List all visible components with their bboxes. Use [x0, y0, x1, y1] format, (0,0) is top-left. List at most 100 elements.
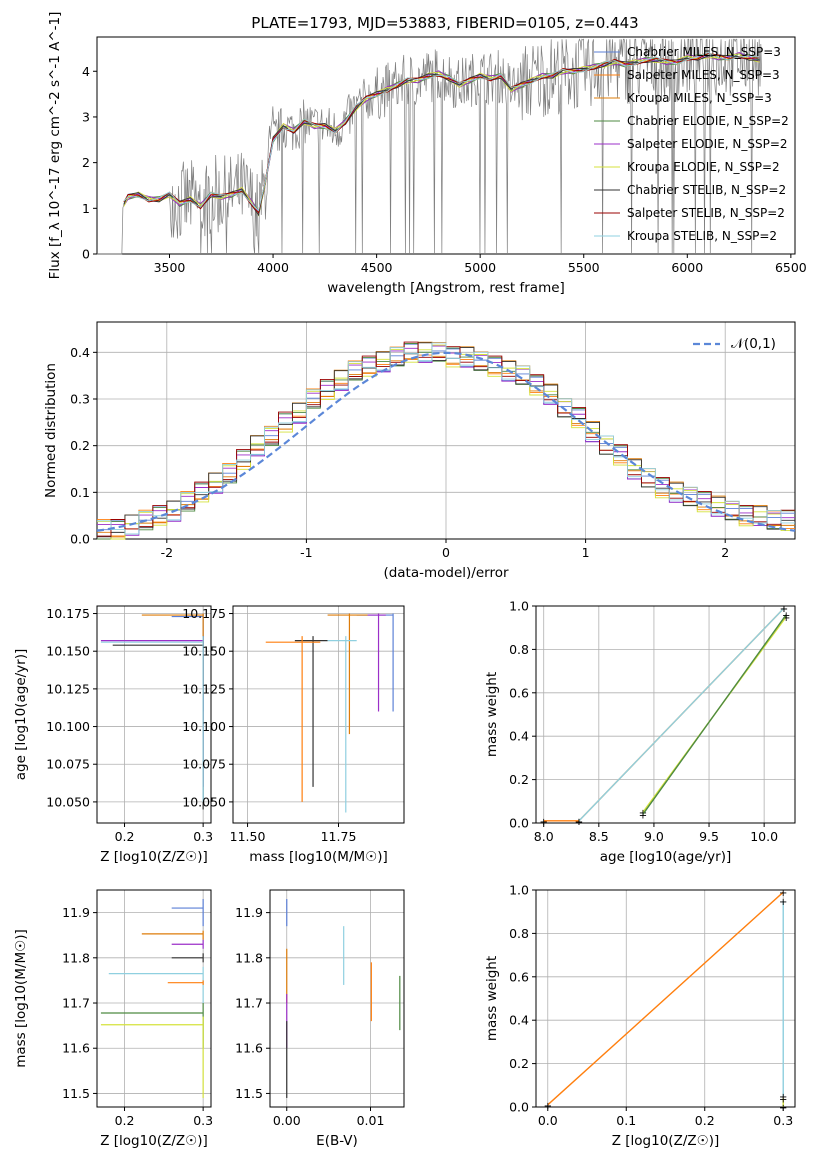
x-tick-label: 9.0 — [644, 829, 664, 844]
y-tick-label: 11.6 — [235, 1041, 263, 1056]
cumulative-weight-marker: + — [575, 817, 583, 828]
cumulative-weight-marker: + — [575, 817, 583, 828]
x-tick-label: 6500 — [775, 260, 807, 275]
y-axis-label: mass weight — [484, 672, 500, 757]
cumulative-weight-marker: + — [779, 1103, 787, 1114]
y-tick-label: 0.4 — [509, 1013, 529, 1028]
plot-frame — [96, 605, 212, 824]
y-tick-label: 0.0 — [509, 1100, 529, 1115]
y-tick-label: 11.9 — [235, 905, 263, 920]
residual-histogram-panel: -2 -1 0 1 2 0.0 0.1 0.2 0.3 0.4 (data-model)/error… — [43, 321, 796, 581]
x-tick-label: 0.2 — [695, 1113, 715, 1128]
mass-weight-vs-metallicity-panel: 0.0 0.1 0.2 0.3 0.0 0.2 0.4 0.6 0.8 1.0 Z [log10(Z… — [484, 883, 796, 1149]
x-tick-label: 6000 — [671, 260, 703, 275]
mass-vs-metallicity-panel: 0.2 0.3 11.5 11.6 11.7 11.8 11.9 Z [log10(Z/Z☉)… — [13, 889, 213, 1149]
plot-frame — [535, 889, 796, 1108]
y-axis-label: age [log10(age/yr)] — [13, 649, 29, 781]
y-tick-label: 1.0 — [509, 883, 529, 898]
legend-label: Kroupa MILES, N_SSP=3 — [627, 91, 772, 105]
x-tick-label: 5500 — [568, 260, 600, 275]
legend-label: 𝒩(0,1) — [731, 336, 776, 352]
mass-weight-vs-age-panel: 8.0 8.5 9.0 9.5 10.0 0.0 0.2 0.4 0.6 0.8 1.0 age [l… — [484, 599, 796, 865]
y-tick-label: 0.0 — [509, 816, 529, 831]
x-axis-label: Z [log10(Z/Z☉)] — [612, 1133, 720, 1149]
x-tick-label: 1 — [582, 545, 590, 560]
x-tick-label: 5000 — [464, 260, 496, 275]
cumulative-weight-line — [547, 891, 784, 1106]
cumulative-weight-line — [543, 607, 785, 822]
age-vs-metallicity-panel: 0.2 0.3 10.050 10.075 10.100 10.125 10.150 10.1… — [13, 605, 213, 865]
x-tick-label: 0.0 — [538, 1113, 558, 1128]
x-tick-label: 0.01 — [357, 1113, 385, 1128]
y-tick-label: 11.9 — [62, 905, 90, 920]
y-tick-label: 10.175 — [182, 606, 226, 621]
x-axis-label: mass [log10(M/M☉)] — [249, 849, 388, 865]
age-vs-mass-panel: 11.50 11.75 10.050 10.075 10.100 10.125 10.150… — [182, 605, 405, 865]
y-tick-label: 0.1 — [70, 485, 90, 500]
legend-label: Kroupa ELODIE, N_SSP=2 — [627, 160, 780, 174]
cumulative-weight-marker: + — [779, 888, 787, 899]
y-tick-label: 4 — [82, 64, 90, 79]
plot-frame — [269, 889, 405, 1108]
y-tick-label: 1 — [82, 201, 90, 216]
y-tick-label: 10.050 — [182, 794, 226, 809]
legend-label: Chabrier STELIB, N_SSP=2 — [627, 183, 786, 197]
x-tick-label: 10.0 — [750, 829, 778, 844]
x-tick-label: 11.75 — [321, 829, 357, 844]
cumulative-weight-marker: + — [779, 1094, 787, 1105]
plot-frame — [96, 36, 796, 255]
y-axis-label: mass weight — [484, 956, 500, 1041]
x-tick-label: 0.1 — [616, 1113, 636, 1128]
plot-frame — [232, 605, 405, 824]
x-tick-label: 3500 — [154, 260, 186, 275]
model-spectrum-line — [123, 53, 760, 214]
x-tick-label: 4000 — [257, 260, 289, 275]
x-tick-label: 8.5 — [589, 829, 609, 844]
y-tick-label: 3 — [82, 109, 90, 124]
x-tick-label: 8.0 — [534, 829, 554, 844]
cumulative-weight-marker: + — [540, 817, 548, 828]
cumulative-weight-marker: + — [544, 1101, 552, 1112]
y-tick-label: 10.100 — [182, 719, 226, 734]
x-axis-label: Z [log10(Z/Z☉)] — [100, 849, 208, 865]
x-tick-label: 0.3 — [193, 829, 213, 844]
x-axis-label: age [log10(age/yr)] — [600, 849, 732, 865]
cumulative-weight-marker: + — [779, 1092, 787, 1103]
y-tick-label: 11.8 — [235, 950, 263, 965]
y-tick-label: 0.8 — [509, 642, 529, 657]
y-tick-label: 11.7 — [62, 996, 90, 1011]
cumulative-weight-line — [642, 614, 787, 815]
y-tick-label: 10.150 — [46, 644, 90, 659]
y-tick-label: 10.125 — [182, 681, 226, 696]
x-tick-label: -2 — [161, 545, 173, 560]
histogram-step-series — [97, 342, 795, 538]
x-tick-label: 0.3 — [773, 1113, 793, 1128]
y-tick-label: 0.2 — [70, 438, 90, 453]
x-tick-label: 11.50 — [230, 829, 266, 844]
y-tick-label: 11.5 — [62, 1086, 90, 1101]
legend-label: Chabrier ELODIE, N_SSP=2 — [627, 114, 789, 128]
y-tick-label: 0.2 — [509, 772, 529, 787]
y-tick-label: 1.0 — [509, 599, 529, 614]
figure-title: PLATE=1793, MJD=53883, FIBERID=0105, z=0… — [251, 14, 638, 32]
y-tick-label: 11.7 — [235, 996, 263, 1011]
legend-label: Kroupa STELIB, N_SSP=2 — [627, 229, 777, 243]
cumulative-weight-marker: + — [780, 604, 788, 615]
cumulative-weight-line — [578, 607, 785, 822]
cumulative-weight-marker: + — [639, 810, 647, 821]
cumulative-weight-marker: + — [780, 604, 788, 615]
y-tick-label: 11.8 — [62, 950, 90, 965]
y-tick-label: 0 — [82, 247, 90, 262]
y-tick-label: 10.175 — [46, 606, 90, 621]
legend-label: Salpeter STELIB, N_SSP=2 — [627, 206, 785, 220]
plot-frame — [535, 605, 796, 824]
model-spectrum-line — [123, 52, 760, 212]
plot-frame — [96, 321, 796, 540]
x-tick-label: 0.3 — [193, 1113, 213, 1128]
y-axis-label: Normed distribution — [43, 363, 59, 498]
legend-label: Chabrier MILES, N_SSP=3 — [627, 45, 781, 59]
mass-vs-extinction-panel: 0.00 0.01 11.5 11.6 11.7 11.8 11.9 E(B-V) — [235, 889, 405, 1149]
y-tick-label: 11.5 — [235, 1086, 263, 1101]
x-tick-label: 0.2 — [115, 829, 135, 844]
